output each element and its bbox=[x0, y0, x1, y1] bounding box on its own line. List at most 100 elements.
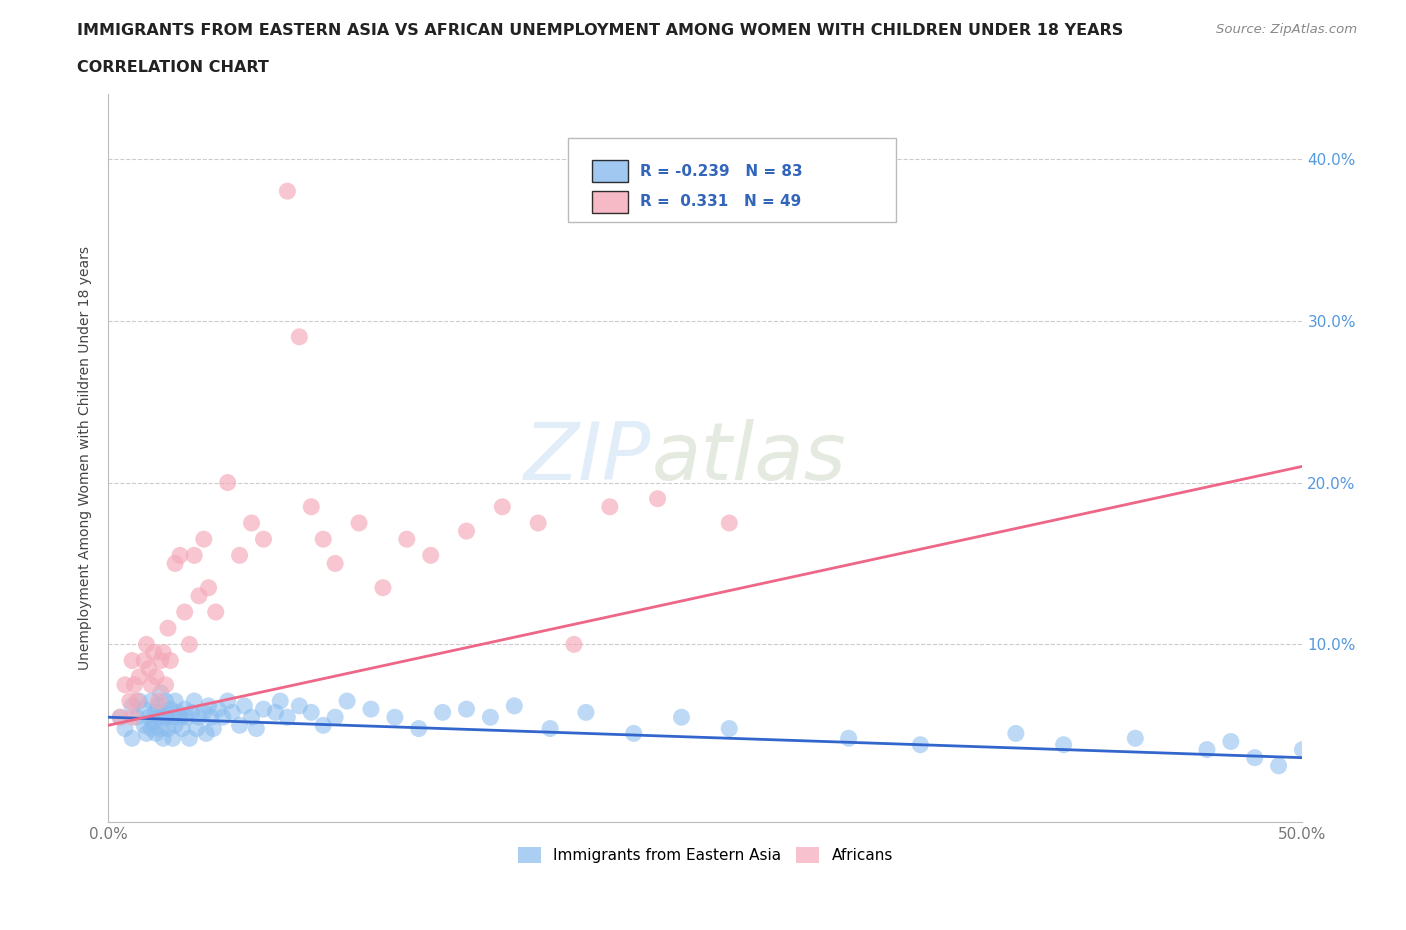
Point bbox=[1005, 726, 1028, 741]
Text: CORRELATION CHART: CORRELATION CHART bbox=[77, 60, 269, 75]
Point bbox=[118, 694, 141, 709]
Point bbox=[212, 710, 235, 724]
Point bbox=[419, 548, 441, 563]
Point bbox=[228, 718, 250, 733]
Text: ZIP: ZIP bbox=[524, 419, 651, 498]
Point bbox=[173, 702, 195, 717]
Point bbox=[1291, 742, 1313, 757]
Point bbox=[200, 710, 222, 724]
Point bbox=[128, 670, 150, 684]
Point bbox=[312, 532, 335, 547]
Point bbox=[671, 710, 693, 724]
Point bbox=[228, 548, 250, 563]
Point bbox=[172, 721, 194, 736]
Point bbox=[1243, 751, 1265, 765]
Point bbox=[347, 515, 370, 530]
Point bbox=[188, 710, 211, 724]
Point bbox=[276, 184, 298, 199]
Point bbox=[179, 731, 201, 746]
Point bbox=[217, 475, 239, 490]
Point bbox=[408, 721, 430, 736]
Point bbox=[197, 698, 219, 713]
Point bbox=[195, 726, 218, 741]
Point bbox=[114, 721, 136, 736]
Point bbox=[323, 710, 346, 724]
Point bbox=[360, 702, 382, 717]
Point bbox=[155, 710, 177, 724]
Point bbox=[323, 556, 346, 571]
Point bbox=[623, 726, 645, 741]
Y-axis label: Unemployment Among Women with Children Under 18 years: Unemployment Among Women with Children U… bbox=[79, 246, 93, 671]
Point bbox=[125, 694, 148, 709]
Point bbox=[142, 645, 165, 660]
Point bbox=[276, 710, 298, 724]
Point bbox=[159, 702, 181, 717]
Point bbox=[155, 677, 177, 692]
Point bbox=[135, 726, 157, 741]
Point bbox=[148, 710, 170, 724]
Point bbox=[718, 721, 741, 736]
FancyBboxPatch shape bbox=[568, 138, 897, 221]
Point bbox=[538, 721, 561, 736]
Point bbox=[125, 710, 148, 724]
Point bbox=[132, 702, 155, 717]
Point bbox=[202, 721, 225, 736]
Point bbox=[252, 532, 274, 547]
Point bbox=[1195, 742, 1218, 757]
Point bbox=[179, 637, 201, 652]
Point bbox=[183, 548, 205, 563]
Point bbox=[165, 556, 187, 571]
Point bbox=[1053, 737, 1076, 752]
Point bbox=[128, 694, 150, 709]
Point bbox=[138, 661, 160, 676]
Point bbox=[252, 702, 274, 717]
Point bbox=[233, 698, 256, 713]
Point bbox=[121, 710, 143, 724]
Point bbox=[299, 499, 322, 514]
Point bbox=[186, 721, 208, 736]
Point bbox=[183, 694, 205, 709]
Point bbox=[193, 532, 215, 547]
Point bbox=[288, 698, 311, 713]
Point bbox=[121, 731, 143, 746]
Point bbox=[180, 705, 202, 720]
Point bbox=[152, 645, 174, 660]
Point bbox=[910, 737, 932, 752]
Point bbox=[217, 694, 239, 709]
Point bbox=[240, 515, 263, 530]
Point bbox=[718, 515, 741, 530]
Point bbox=[395, 532, 418, 547]
Point bbox=[432, 705, 454, 720]
Point bbox=[456, 702, 478, 717]
Point bbox=[299, 705, 322, 720]
Point bbox=[155, 694, 177, 709]
Point bbox=[149, 653, 172, 668]
Point bbox=[149, 721, 172, 736]
Point bbox=[188, 589, 211, 604]
FancyBboxPatch shape bbox=[592, 160, 627, 182]
Point bbox=[132, 718, 155, 733]
Point bbox=[152, 705, 174, 720]
Point bbox=[162, 731, 184, 746]
Point bbox=[1123, 731, 1146, 746]
Point bbox=[145, 705, 167, 720]
Point bbox=[148, 698, 170, 713]
Legend: Immigrants from Eastern Asia, Africans: Immigrants from Eastern Asia, Africans bbox=[512, 842, 898, 870]
Point bbox=[141, 677, 163, 692]
Point bbox=[479, 710, 502, 724]
Point bbox=[562, 637, 585, 652]
Point bbox=[221, 705, 243, 720]
Point bbox=[108, 710, 131, 724]
Point bbox=[240, 710, 263, 724]
Point bbox=[166, 705, 188, 720]
Point bbox=[173, 604, 195, 619]
Point bbox=[269, 694, 291, 709]
Point bbox=[491, 499, 513, 514]
Point bbox=[264, 705, 287, 720]
Text: Source: ZipAtlas.com: Source: ZipAtlas.com bbox=[1216, 23, 1357, 36]
Point bbox=[121, 653, 143, 668]
Point bbox=[312, 718, 335, 733]
FancyBboxPatch shape bbox=[592, 191, 627, 213]
Text: R = -0.239   N = 83: R = -0.239 N = 83 bbox=[640, 164, 803, 179]
Point bbox=[114, 677, 136, 692]
